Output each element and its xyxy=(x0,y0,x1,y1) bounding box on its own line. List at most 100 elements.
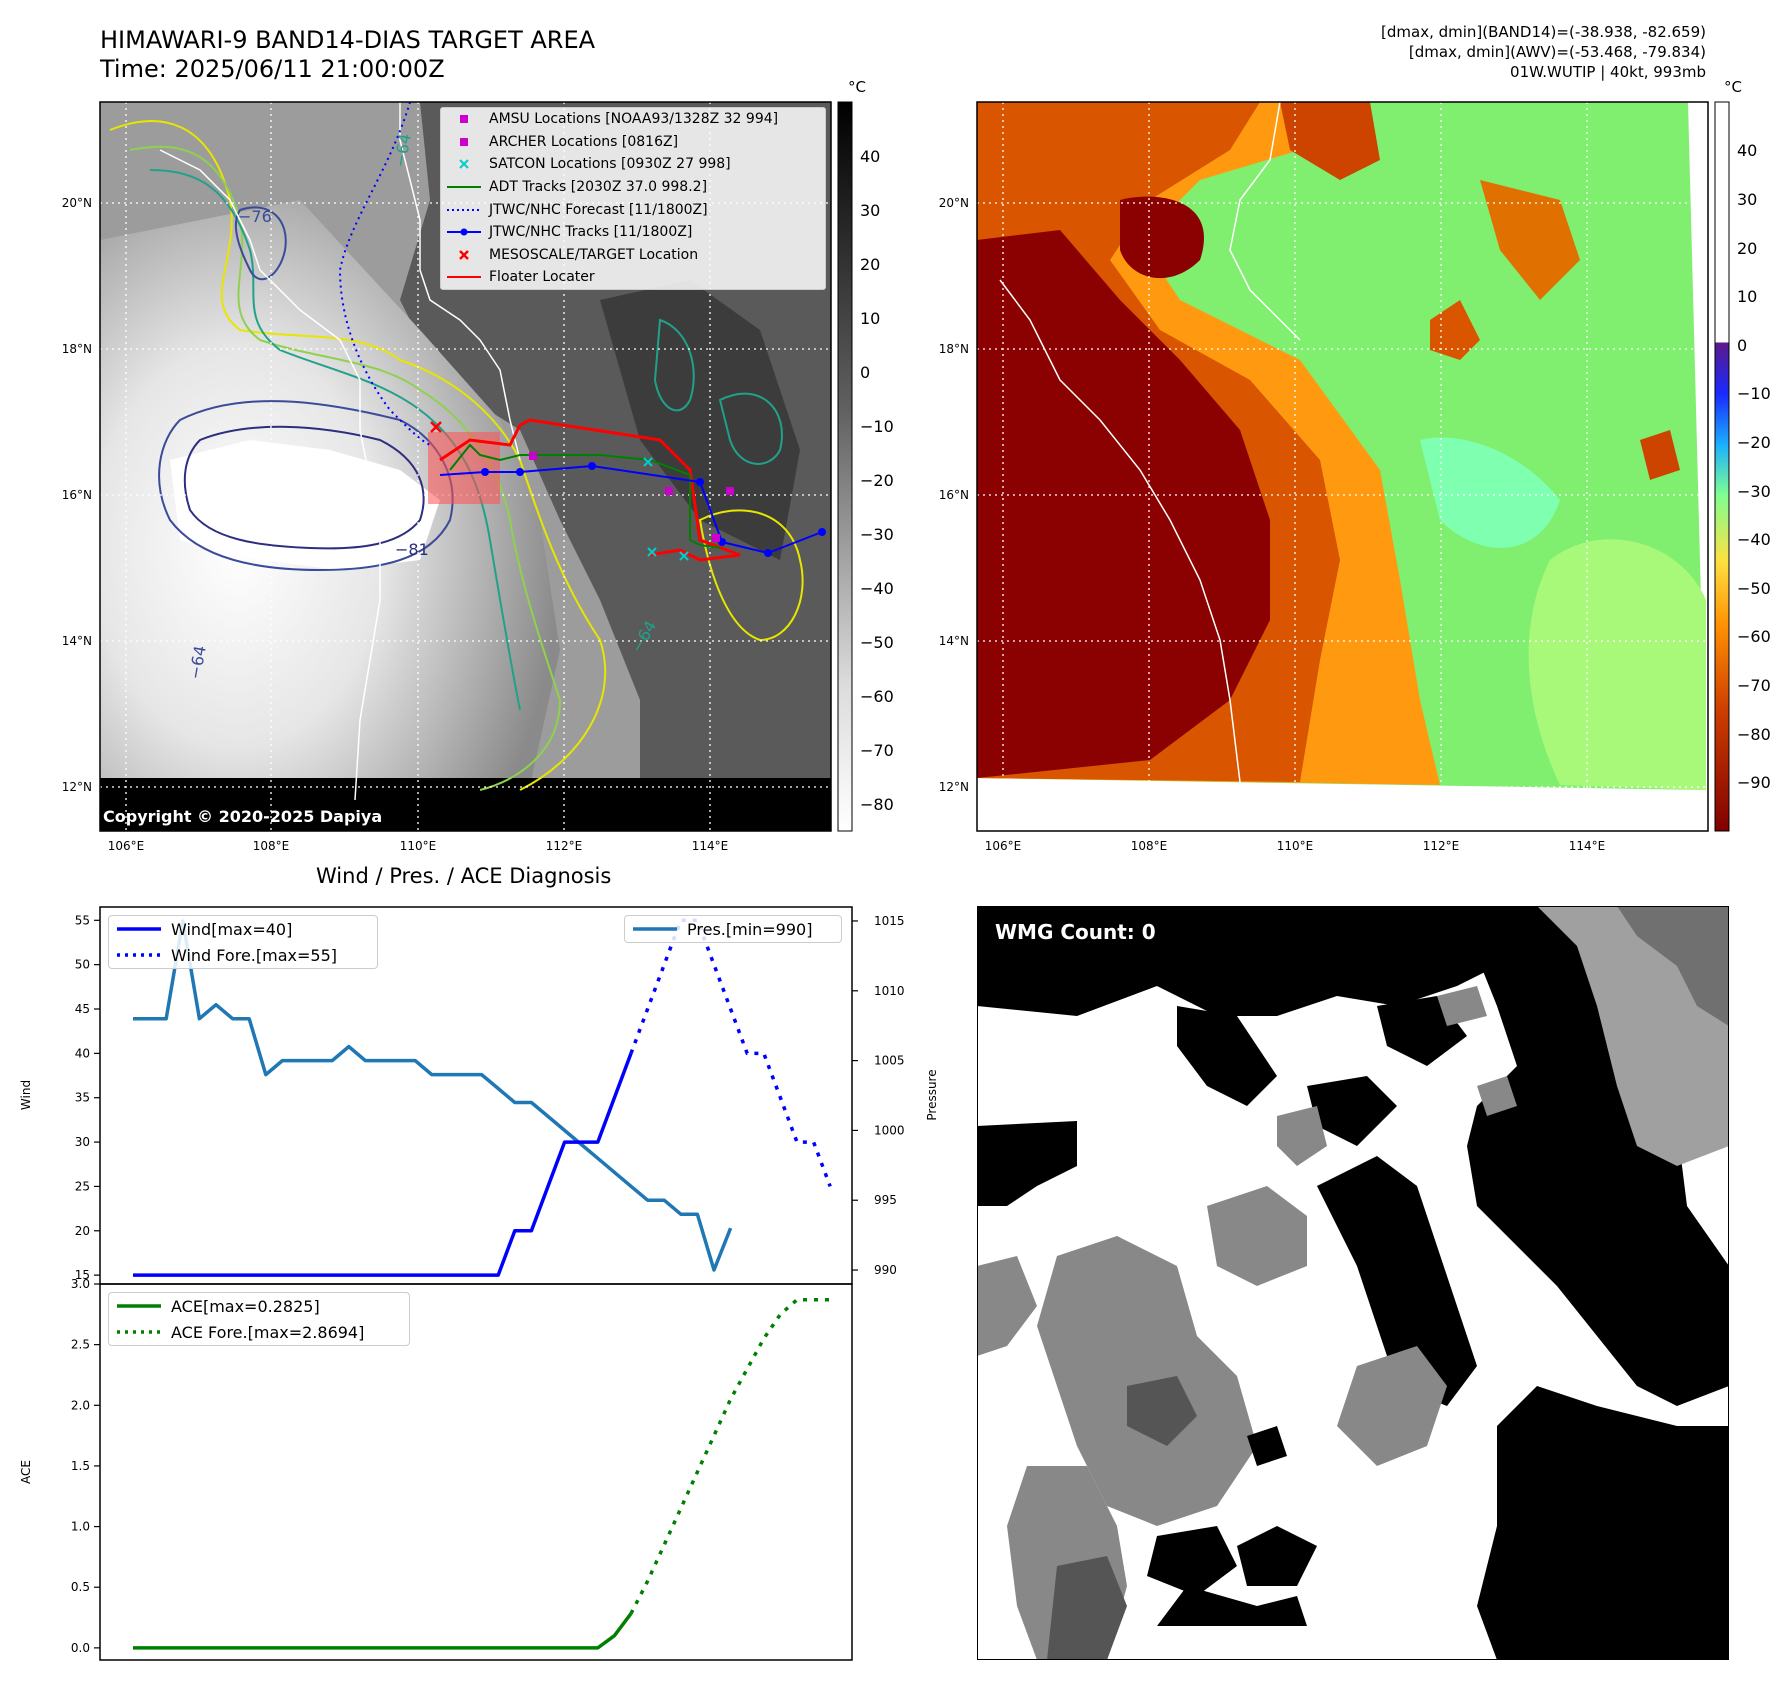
ace-tick-label: 0.0 xyxy=(71,1641,90,1655)
wind-legend: Wind[max=40] Wind Fore.[max=55] xyxy=(108,915,378,969)
ace-forecast-line xyxy=(629,1298,831,1615)
svg-text:20: 20 xyxy=(860,255,880,274)
amsu-marker xyxy=(529,452,537,460)
svg-text:106°E: 106°E xyxy=(985,839,1022,853)
map1-colorbar-ticks: 40 30 20 10 0 −10 −20 −30 −40 −50 −60 −7… xyxy=(860,147,894,814)
wind-tick-label: 55 xyxy=(75,913,90,927)
legend-ace-fore: ACE Fore.[max=2.8694] xyxy=(117,1322,365,1342)
ace-tick-label: 1.5 xyxy=(71,1459,90,1473)
wind-series xyxy=(133,918,832,1277)
pressure-y-ticks: 990 995 1000 1005 1010 1015 xyxy=(852,914,905,1277)
diagnosis-title: Wind / Pres. / ACE Diagnosis xyxy=(316,864,612,888)
svg-text:18°N: 18°N xyxy=(939,342,969,356)
svg-text:110°E: 110°E xyxy=(1277,839,1314,853)
legend-amsu: AMSU Locations [NOAA93/1328Z 32 994] xyxy=(441,108,825,131)
svg-text:−30: −30 xyxy=(860,525,894,544)
adt-track xyxy=(449,443,721,549)
pressure-line xyxy=(133,919,733,1272)
pressure-tick-label: 1000 xyxy=(874,1123,905,1137)
jtwc-track xyxy=(439,462,826,557)
map2-colorbar-ticks: 40 30 20 10 0 −10 −20 −30 −40 −50 −60 −7… xyxy=(1737,141,1771,792)
svg-text:20: 20 xyxy=(1737,239,1757,258)
svg-text:110°E: 110°E xyxy=(400,839,437,853)
legend-jtwc-forecast: JTWC/NHC Forecast [11/1800Z] xyxy=(447,201,708,218)
mesoscale-marker xyxy=(430,421,442,433)
svg-text:30: 30 xyxy=(860,201,880,220)
wind-forecast-line xyxy=(629,918,832,1188)
svg-text:−40: −40 xyxy=(860,579,894,598)
svg-text:−40: −40 xyxy=(1737,530,1771,549)
wind-tick-label: 40 xyxy=(75,1046,90,1060)
info-storm: 01W.WUTIP | 40kt, 993mb xyxy=(1510,63,1706,81)
svg-text:112°E: 112°E xyxy=(546,839,583,853)
pressure-tick-label: 995 xyxy=(874,1193,897,1207)
map1-lon-ticks: 106°E 108°E 110°E 112°E 114°E xyxy=(108,839,729,853)
floater-track xyxy=(439,418,741,562)
svg-text:0: 0 xyxy=(860,363,870,382)
pressure-tick-label: 1005 xyxy=(874,1054,905,1068)
svg-text:−20: −20 xyxy=(1737,433,1771,452)
wind-axis-label: Wind xyxy=(19,1080,33,1110)
svg-text:−81: −81 xyxy=(395,540,429,559)
wmg-panel: WMG Count: 0 xyxy=(977,906,1729,1660)
ace-tick-label: 2.0 xyxy=(71,1398,90,1412)
svg-text:−20: −20 xyxy=(860,471,894,490)
wind-tick-label: 20 xyxy=(75,1224,90,1238)
svg-text:12°N: 12°N xyxy=(939,780,969,794)
svg-text:20°N: 20°N xyxy=(939,196,969,210)
map1-legend: AMSU Locations [NOAA93/1328Z 32 994] ARC… xyxy=(440,107,826,290)
svg-text:114°E: 114°E xyxy=(692,839,729,853)
svg-text:−60: −60 xyxy=(860,687,894,706)
svg-text:−90: −90 xyxy=(1737,773,1771,792)
svg-text:20°N: 20°N xyxy=(62,196,92,210)
diagnosis-svg: 15 20 25 30 35 40 45 50 55 990 995 1000 1005 1010 101… xyxy=(19,906,939,1661)
ace-legend: ACE[max=0.2825] ACE Fore.[max=2.8694] xyxy=(108,1292,410,1346)
wind-tick-label: 25 xyxy=(75,1179,90,1193)
map1-colorbar-unit: °C xyxy=(848,78,866,96)
archer-marker xyxy=(712,534,720,542)
svg-text:−70: −70 xyxy=(860,741,894,760)
pressure-tick-label: 1010 xyxy=(874,984,905,998)
svg-text:16°N: 16°N xyxy=(62,488,92,502)
wmg-count-label: WMG Count: 0 xyxy=(995,920,1156,944)
legend-archer: ARCHER Locations [0816Z] xyxy=(441,131,825,154)
ace-line xyxy=(133,1612,633,1650)
legend-wind-fore: Wind Fore.[max=55] xyxy=(117,945,337,965)
pressure-tick-label: 1015 xyxy=(874,914,905,928)
svg-text:−76: −76 xyxy=(238,207,272,226)
legend-adt: ADT Tracks [2030Z 37.0 998.2] xyxy=(447,179,708,196)
legend-pressure: Pres.[min=990] xyxy=(633,919,813,939)
svg-text:30: 30 xyxy=(1737,190,1757,209)
wind-tick-label: 35 xyxy=(75,1091,90,1105)
ace-tick-label: 1.0 xyxy=(71,1520,90,1534)
svg-text:−60: −60 xyxy=(1737,627,1771,646)
legend-floater: Floater Locater xyxy=(447,269,595,286)
ace-y-ticks: 0.0 0.5 1.0 1.5 2.0 2.5 3.0 xyxy=(71,1277,100,1655)
svg-text:−10: −10 xyxy=(860,417,894,436)
wind-tick-label: 15 xyxy=(75,1268,90,1282)
legend-jtwc-tracks: JTWC/NHC Tracks [11/1800Z] xyxy=(441,221,825,244)
wind-tick-label: 30 xyxy=(75,1135,90,1149)
legend-mesoscale: MESOSCALE/TARGET Location xyxy=(441,244,825,267)
map1-lat-ticks: 20°N 18°N 16°N 14°N 12°N xyxy=(62,196,92,794)
svg-text:14°N: 14°N xyxy=(939,634,969,648)
svg-text:−70: −70 xyxy=(1737,676,1771,695)
copyright-text: Copyright © 2020-2025 Dapiya xyxy=(103,807,382,826)
pressure-axis-label: Pressure xyxy=(925,1069,939,1120)
svg-text:0: 0 xyxy=(1737,336,1747,355)
map1-svg: −76 −64 −90 −81 −64 −64 Copyright © 2020… xyxy=(62,78,1771,853)
map2-lat-ticks: 20°N 18°N 16°N 14°N 12°N xyxy=(939,196,969,794)
satcon-markers xyxy=(643,457,689,561)
map2-colorbar xyxy=(1714,101,1730,832)
legend-satcon: SATCON Locations [0930Z 27 998] xyxy=(441,153,825,176)
legend-wind: Wind[max=40] xyxy=(117,919,293,939)
map1-colorbar xyxy=(837,101,853,832)
archer-marker xyxy=(665,487,673,495)
legend-ace: ACE[max=0.2825] xyxy=(117,1296,320,1316)
map1-frame xyxy=(99,101,832,832)
svg-text:10: 10 xyxy=(1737,287,1757,306)
svg-text:10: 10 xyxy=(860,309,880,328)
map2-frame xyxy=(976,101,1709,832)
map2-imagery xyxy=(977,102,1708,831)
ace-series xyxy=(133,1298,831,1650)
